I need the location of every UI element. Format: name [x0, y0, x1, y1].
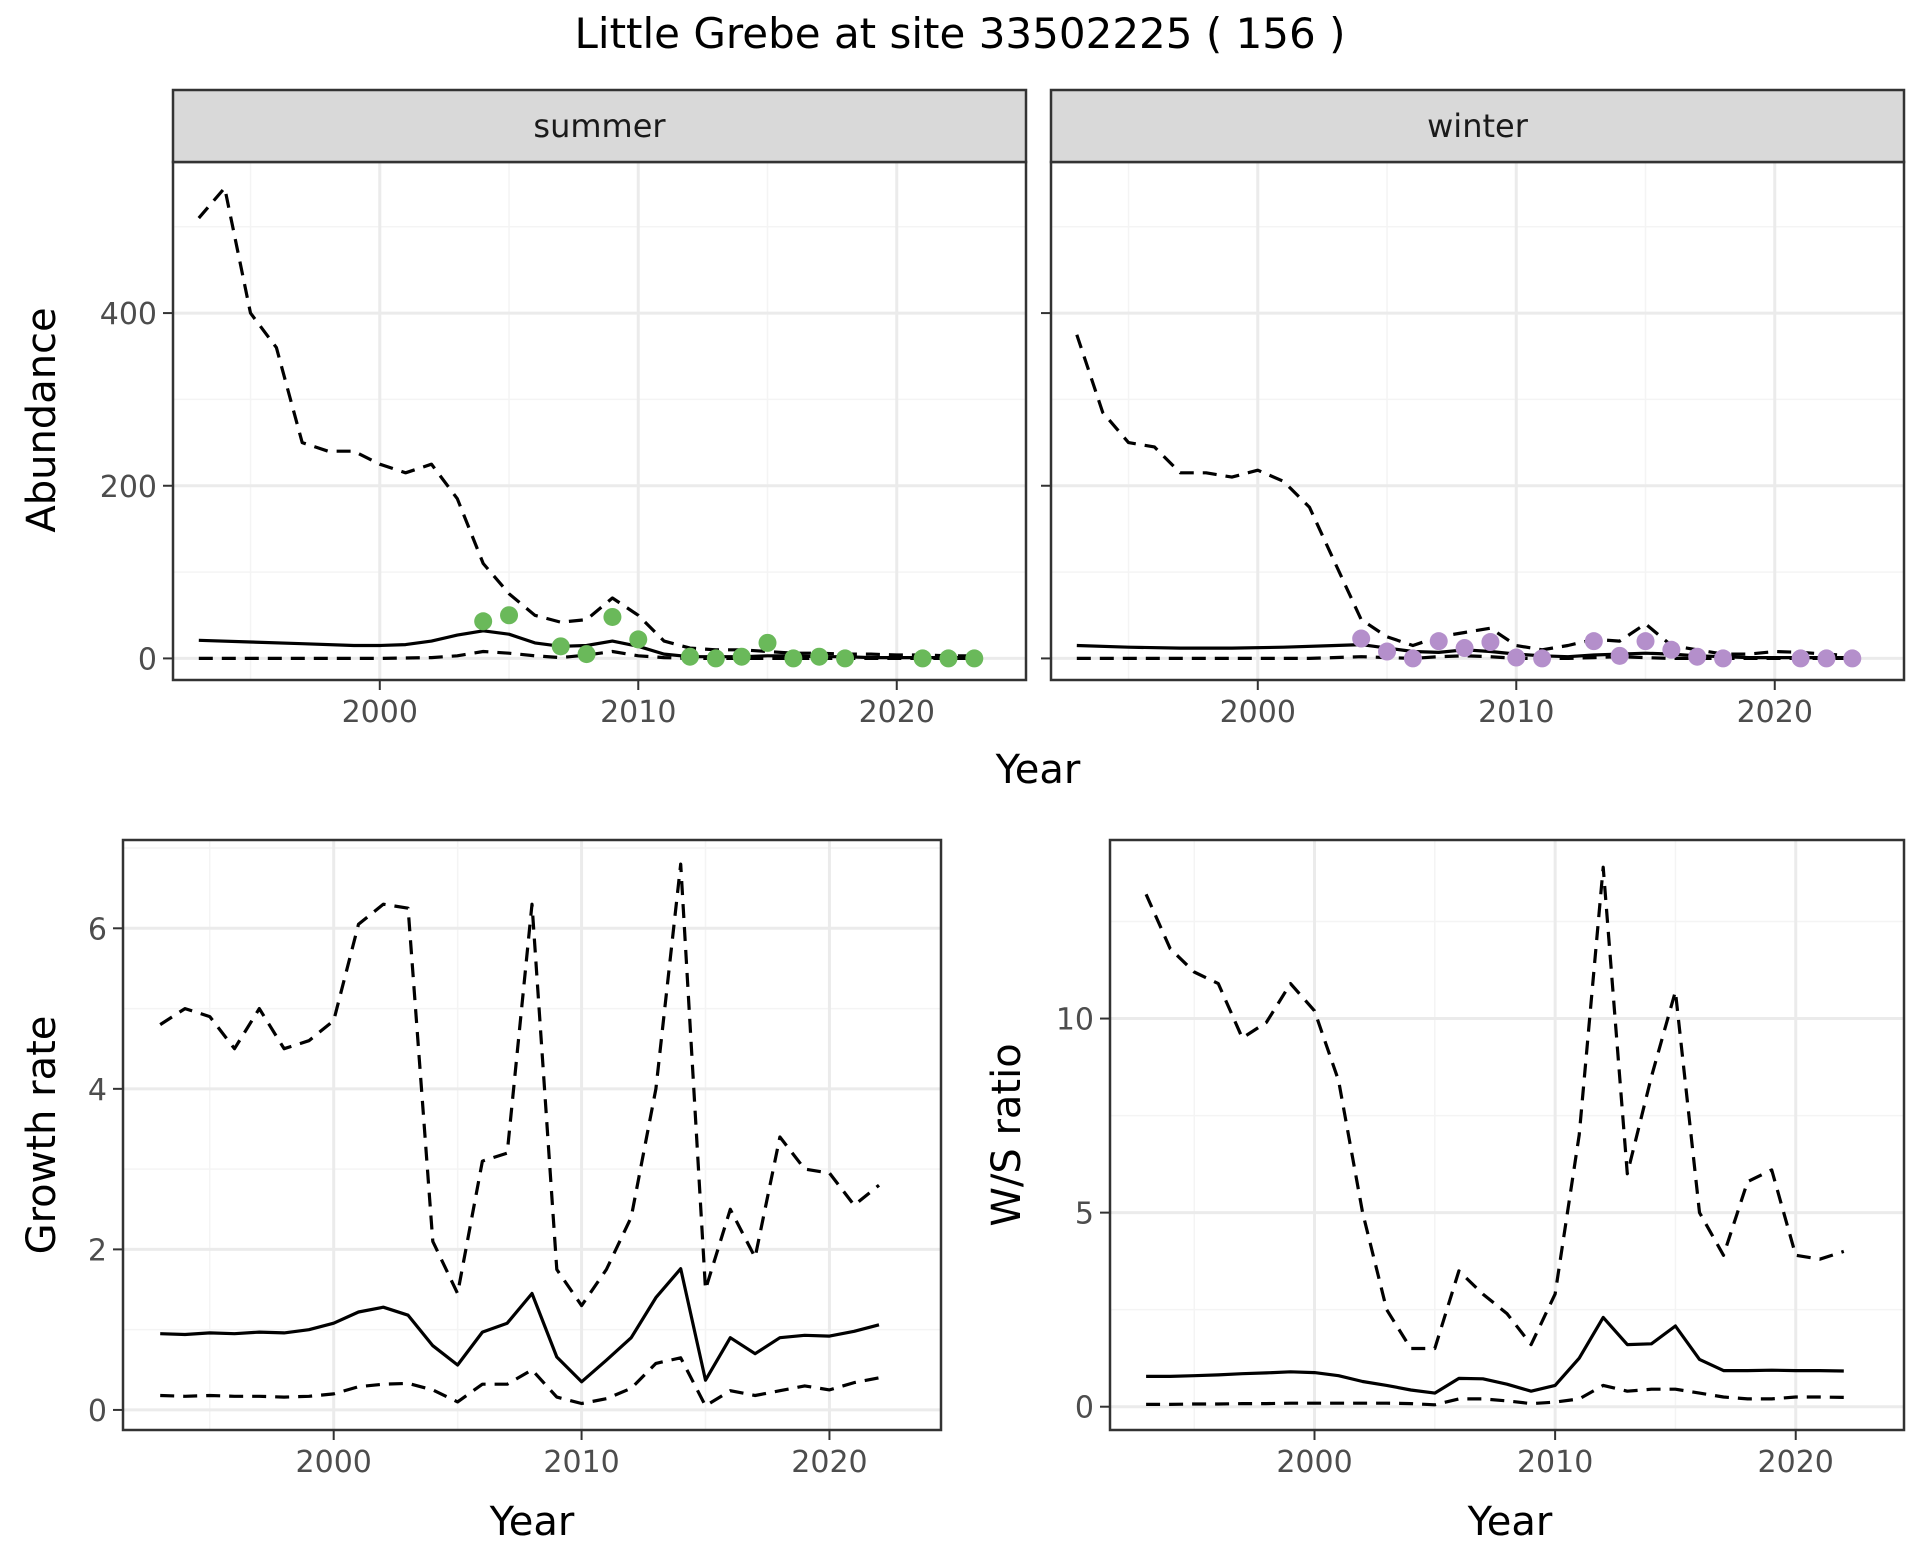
ws-panel-border	[1108, 838, 1906, 1432]
growth-x-label: Year	[489, 1499, 575, 1545]
winter-count-point	[1352, 629, 1371, 648]
winter-x-tick-label: 2010	[1478, 695, 1554, 730]
winter-count-point	[1688, 647, 1707, 666]
winter-count-point	[1791, 649, 1810, 668]
summer-count-point	[965, 649, 984, 668]
ws-x-tick-label: 2020	[1758, 1445, 1834, 1480]
summer-x-tick-label: 2010	[600, 695, 676, 730]
summer-count-point	[784, 649, 803, 668]
summer-count-point	[758, 633, 777, 652]
winter-count-point	[1455, 639, 1474, 658]
figure-title: Little Grebe at site 33502225 ( 156 )	[575, 9, 1346, 58]
winter-count-point	[1843, 649, 1862, 668]
panel-winter: 2000 2010 2020	[1041, 160, 1906, 730]
winter-upper-line	[1075, 334, 1853, 658]
panel-ws-ratio: 2000 2010 2020 0 5 10	[1056, 838, 1906, 1480]
winter-count-point	[1636, 632, 1655, 651]
ws-y-tick-label: 5	[1075, 1197, 1094, 1232]
summer-count-point	[706, 649, 725, 668]
growth-y-label: Growth rate	[19, 1016, 65, 1255]
summer-count-point	[939, 649, 958, 668]
winter-count-point	[1714, 649, 1733, 668]
ws-y-tick-label: 10	[1056, 1003, 1094, 1038]
ws-x-label: Year	[1467, 1499, 1553, 1545]
summer-count-point	[603, 607, 622, 626]
panel-summer: 2000 2010 2020 0 200 400	[100, 160, 1028, 730]
ws-upper-line	[1144, 865, 1845, 1351]
winter-count-point	[1403, 649, 1422, 668]
winter-x-tick-label: 2000	[1220, 695, 1296, 730]
winter-plot-background	[1051, 162, 1904, 680]
summer-y-tick-label: 200	[100, 470, 157, 505]
winter-count-point	[1378, 642, 1397, 661]
summer-count-point	[500, 606, 519, 625]
winter-x-tick-label: 2020	[1737, 695, 1813, 730]
summer-count-point	[810, 647, 829, 666]
summer-x-tick-label: 2000	[342, 695, 418, 730]
summer-count-point	[577, 645, 596, 664]
winter-lower-line	[1076, 654, 1853, 661]
abundance-y-label: Abundance	[19, 307, 65, 532]
summer-y-tick-label: 400	[100, 297, 157, 332]
summer-count-point	[680, 647, 699, 666]
strip-winter: winter	[1049, 88, 1906, 164]
summer-estimate-line	[198, 629, 975, 660]
summer-count-point	[474, 612, 493, 631]
ws-lower-line	[1146, 1383, 1844, 1407]
growth-panel-border	[121, 838, 943, 1432]
ws-x-tick-label: 2000	[1276, 1445, 1352, 1480]
summer-x-tick-label: 2020	[859, 695, 935, 730]
growth-y-tick-label: 6	[88, 912, 107, 947]
abundance-x-label: Year	[995, 747, 1081, 793]
summer-count-point	[629, 630, 648, 649]
ws-plot-background	[1110, 840, 1904, 1430]
growth-y-tick-label: 2	[88, 1233, 107, 1268]
winter-count-point	[1584, 632, 1603, 651]
ws-x-tick-label: 2010	[1517, 1445, 1593, 1480]
winter-count-point	[1429, 632, 1448, 651]
winter-count-point	[1662, 640, 1681, 659]
strip-summer: summer	[171, 88, 1028, 164]
ws-estimate-line	[1146, 1315, 1844, 1395]
strip-summer-label: summer	[533, 107, 666, 145]
summer-count-point	[913, 649, 932, 668]
growth-upper-line	[159, 862, 881, 1308]
summer-count-point	[732, 647, 751, 666]
growth-x-tick-label: 2010	[543, 1445, 619, 1480]
growth-x-tick-label: 2020	[791, 1445, 867, 1480]
ws-y-tick-label: 0	[1075, 1391, 1094, 1426]
winter-count-point	[1507, 648, 1526, 667]
strip-winter-label: winter	[1427, 107, 1529, 145]
panel-growth-rate: 2000 2010 2020 0 2 4 6	[88, 838, 943, 1480]
ws-y-label: W/S ratio	[984, 1043, 1030, 1226]
summer-lower-line	[198, 649, 975, 661]
summer-y-tick-label: 0	[138, 642, 157, 677]
summer-count-point	[836, 649, 855, 668]
summer-plot-background	[173, 162, 1026, 680]
summer-count-point	[551, 637, 570, 656]
growth-lower-line	[160, 1356, 880, 1408]
winter-count-point	[1610, 646, 1629, 665]
winter-count-point	[1481, 633, 1500, 652]
growth-x-tick-label: 2000	[296, 1445, 372, 1480]
growth-y-tick-label: 0	[88, 1394, 107, 1429]
winter-count-point	[1817, 649, 1836, 668]
growth-y-tick-label: 4	[88, 1073, 107, 1108]
winter-count-point	[1533, 649, 1552, 668]
growth-estimate-line	[160, 1267, 880, 1384]
